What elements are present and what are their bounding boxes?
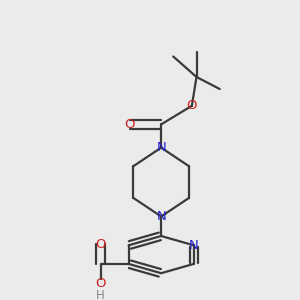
Text: N: N (156, 210, 166, 223)
Text: N: N (189, 239, 199, 252)
Text: O: O (95, 238, 106, 251)
Text: O: O (187, 99, 197, 112)
Text: O: O (124, 118, 135, 131)
Text: O: O (95, 277, 106, 290)
Text: H: H (96, 289, 105, 300)
Text: N: N (156, 141, 166, 154)
